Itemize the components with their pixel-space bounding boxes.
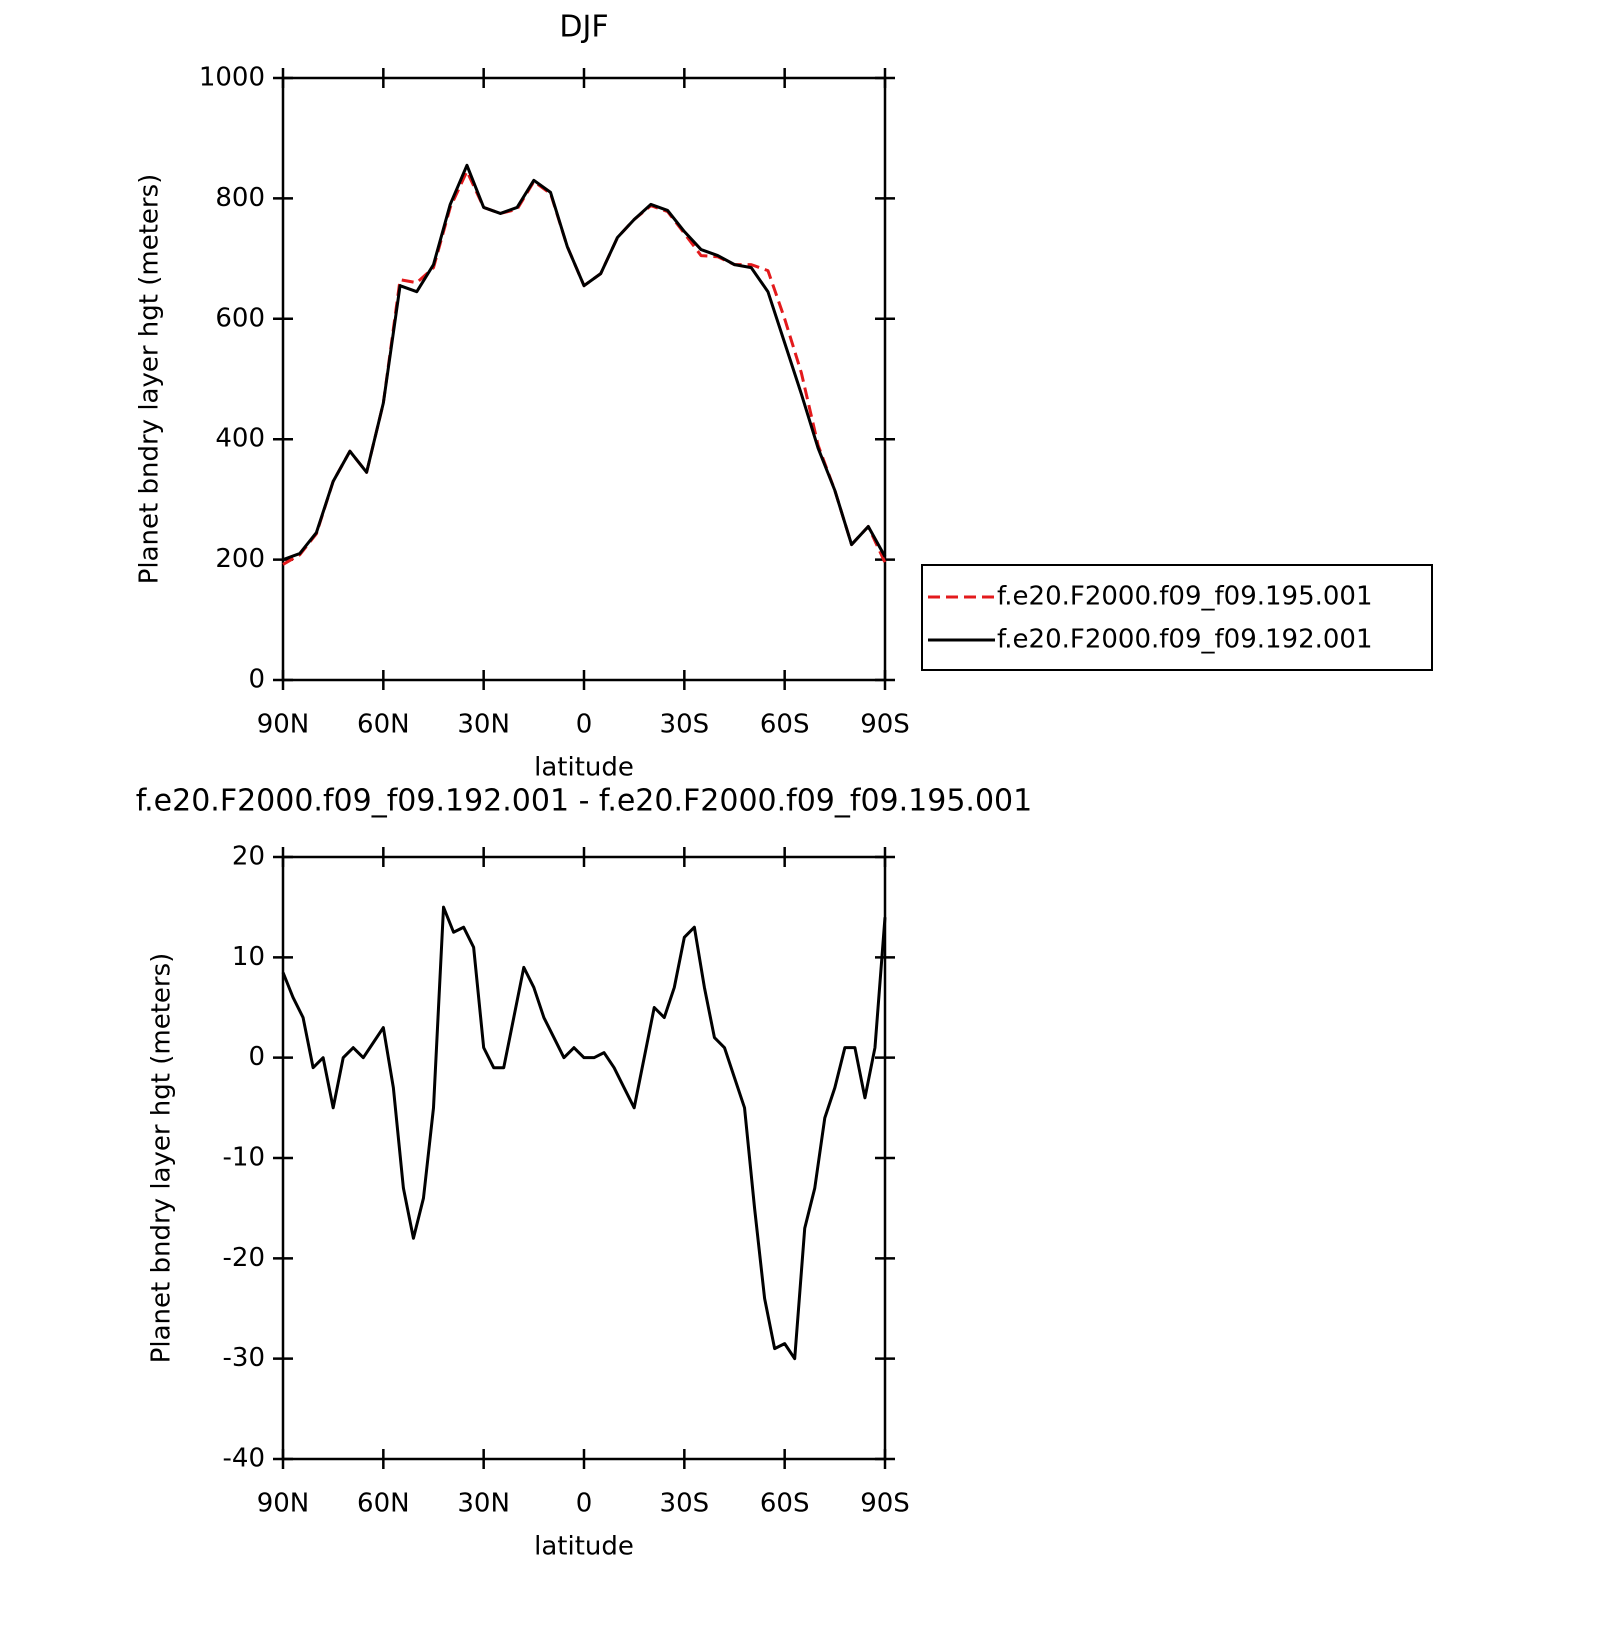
- x-tick-label: 90S: [860, 710, 910, 740]
- y-tick-label: -10: [223, 1143, 265, 1173]
- x-tick-label: 60N: [357, 710, 410, 740]
- x-tick-label: 60N: [357, 1489, 410, 1519]
- y-tick-label: 20: [232, 842, 265, 872]
- y-axis-label: Planet bndry layer hgt (meters): [147, 953, 177, 1364]
- x-tick-label: 30S: [660, 710, 710, 740]
- x-tick-label: 90N: [257, 1489, 310, 1519]
- y-axis-label: Planet bndry layer hgt (meters): [135, 174, 165, 585]
- chart-title: f.e20.F2000.f09_f09.192.001 - f.e20.F200…: [136, 784, 1032, 819]
- plot-frame: [281, 76, 887, 682]
- x-tick-label: 60S: [760, 1489, 810, 1519]
- x-tick-label: 30N: [457, 710, 510, 740]
- x-tick-label: 90N: [257, 710, 310, 740]
- chart-title: DJF: [559, 10, 608, 45]
- data-line: [282, 169, 887, 566]
- x-tick-label: 90S: [860, 1489, 910, 1519]
- y-tick-label: 0: [248, 1042, 265, 1072]
- x-tick-label: 0: [576, 1489, 593, 1519]
- plot-frame: [281, 855, 887, 1461]
- y-tick-label: 10: [232, 942, 265, 972]
- x-tick-label: 60S: [760, 710, 810, 740]
- y-tick-label: 1000: [199, 63, 265, 93]
- x-tick-label: 30N: [457, 1489, 510, 1519]
- y-tick-label: -20: [223, 1243, 265, 1273]
- y-tick-label: 800: [215, 183, 265, 213]
- x-axis-label: latitude: [534, 753, 634, 783]
- x-tick-label: 0: [576, 710, 593, 740]
- y-tick-label: 200: [215, 544, 265, 574]
- data-line: [282, 163, 887, 562]
- y-tick-label: -40: [223, 1444, 265, 1474]
- legend-label: f.e20.F2000.f09_f09.195.001: [997, 582, 1373, 612]
- y-tick-label: 400: [215, 424, 265, 454]
- y-tick-label: -30: [223, 1343, 265, 1373]
- legend-label: f.e20.F2000.f09_f09.192.001: [997, 625, 1373, 655]
- y-tick-label: 0: [248, 665, 265, 695]
- legend-box: [921, 564, 1433, 671]
- data-line: [281, 905, 887, 1361]
- x-axis-label: latitude: [534, 1532, 634, 1562]
- x-tick-label: 30S: [660, 1489, 710, 1519]
- y-tick-label: 600: [215, 303, 265, 333]
